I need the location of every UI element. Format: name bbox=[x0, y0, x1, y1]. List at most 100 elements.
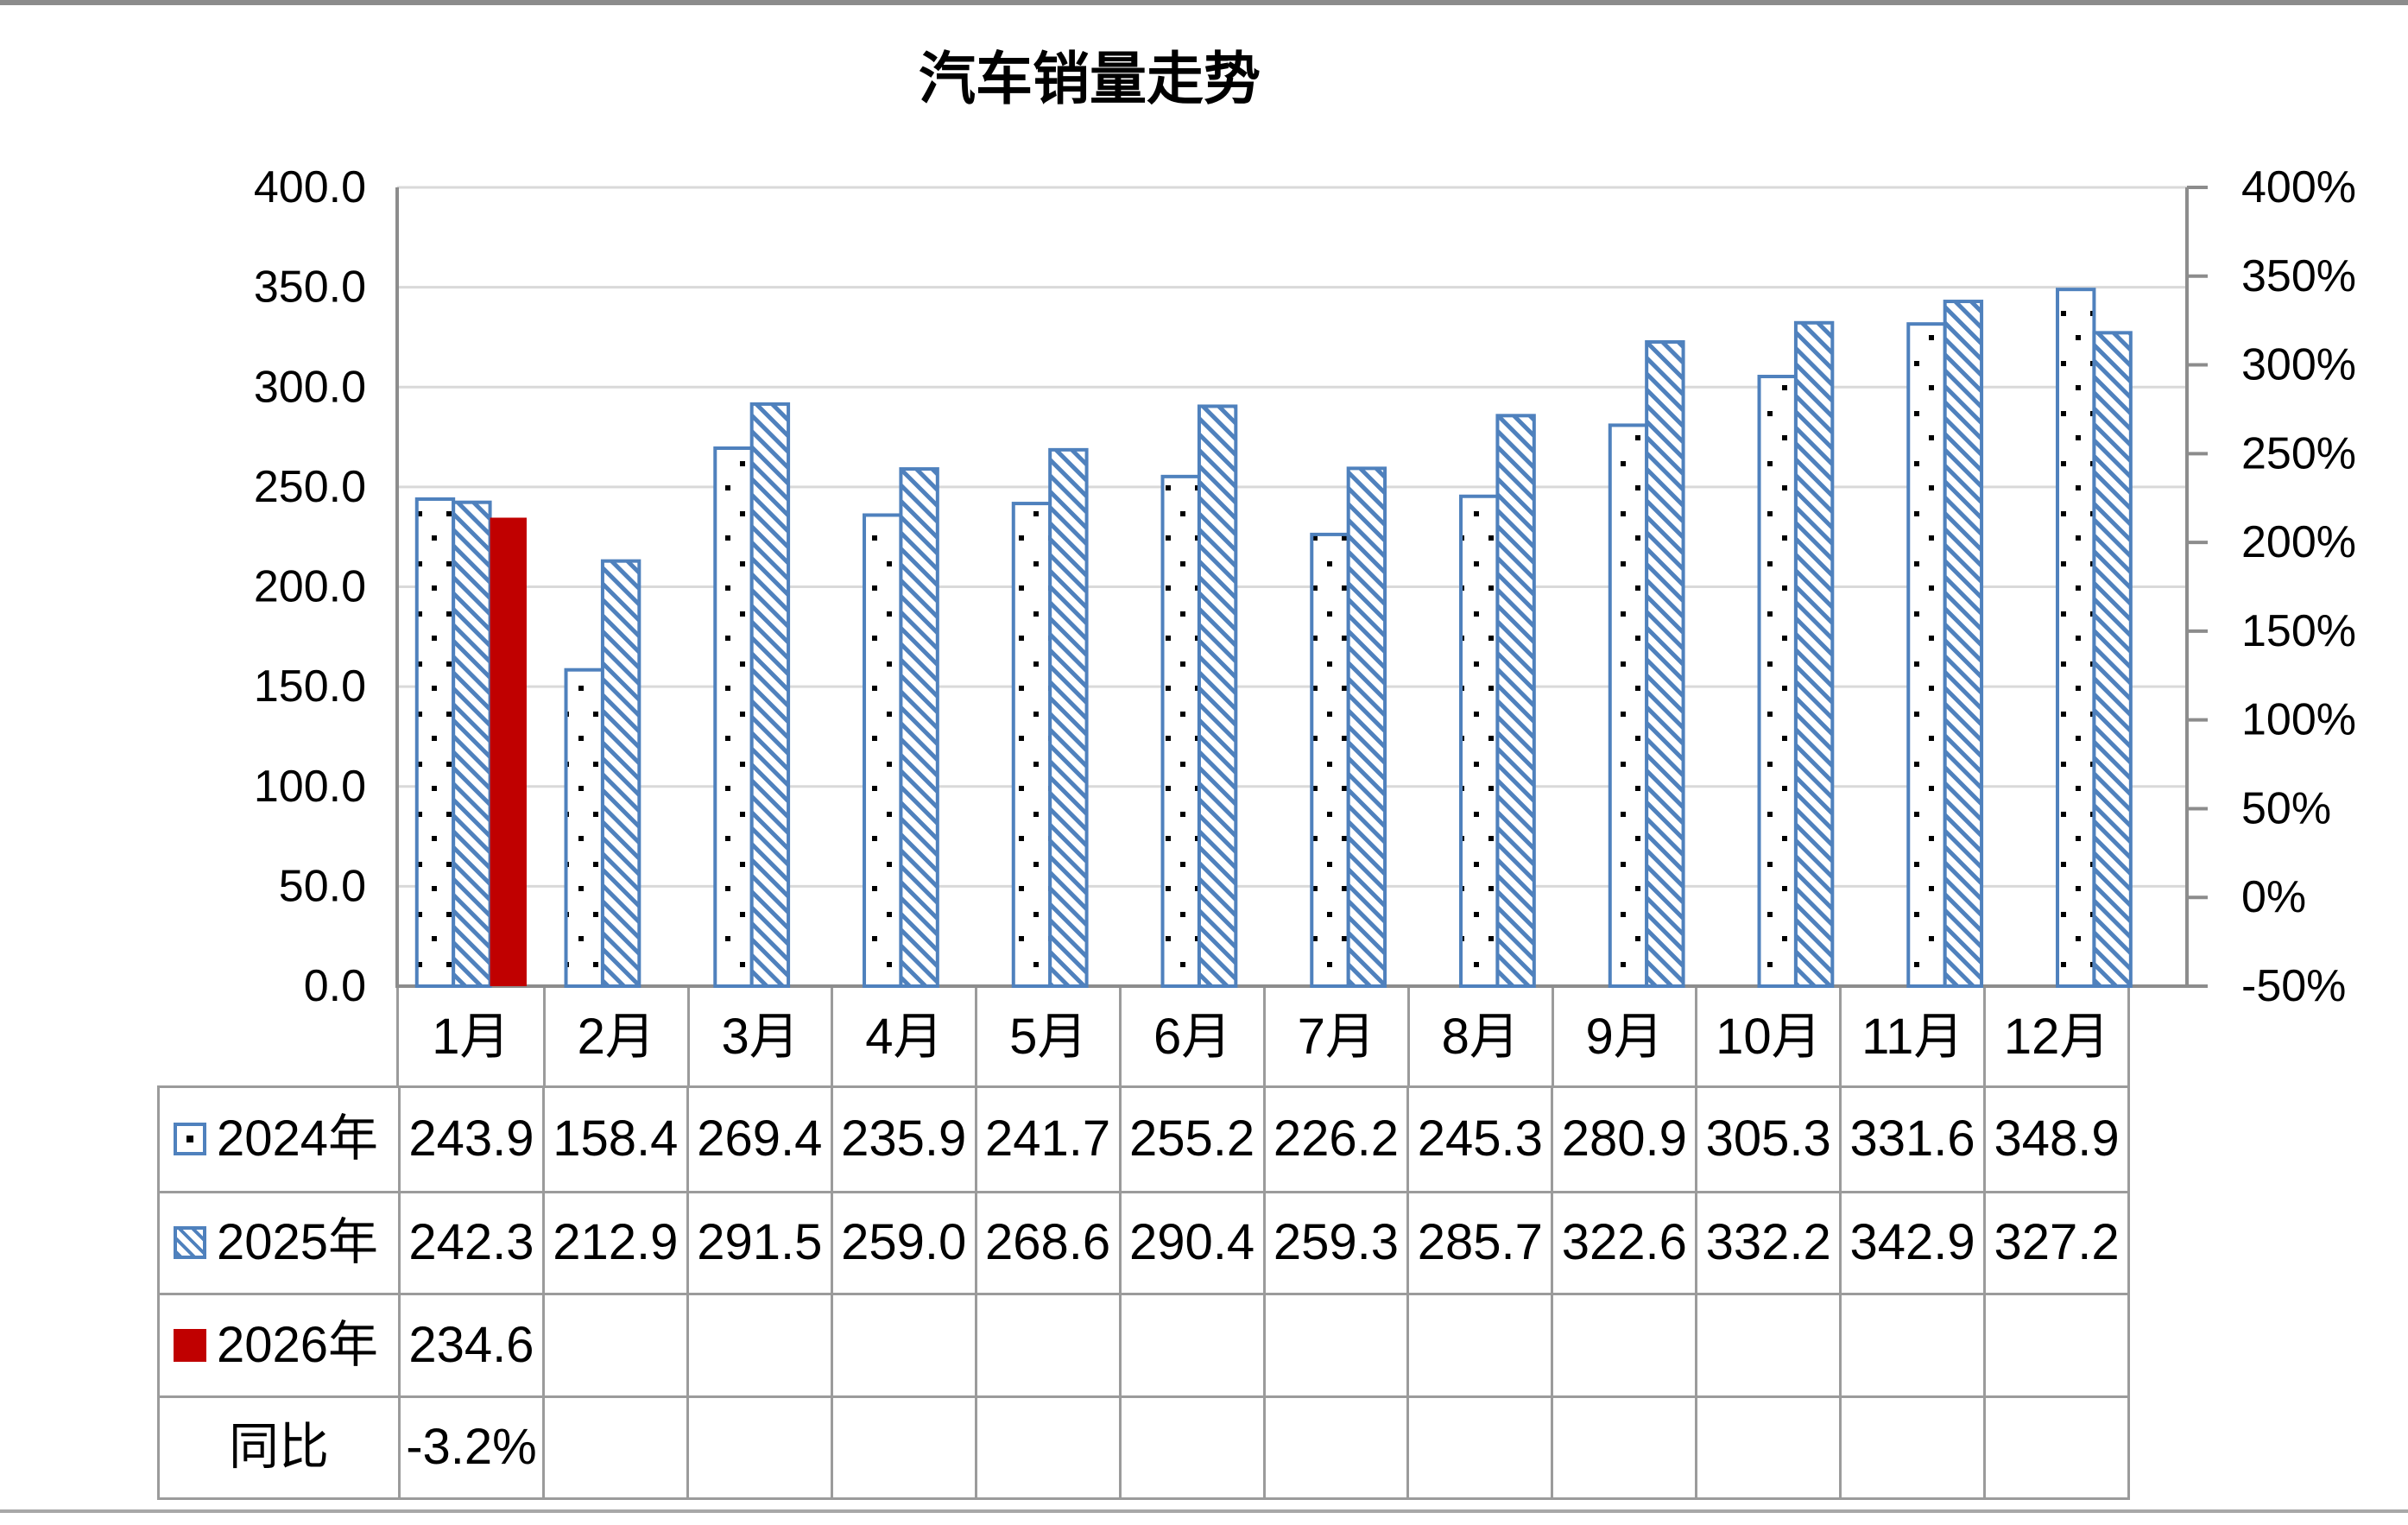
bar-2025-m12[interactable] bbox=[2092, 331, 2133, 989]
month-header-row: 1月 2月 3月 4月 5月 6月 7月 8月 9月 10月 11月 12月 bbox=[396, 988, 2130, 1086]
value-cell[interactable] bbox=[1118, 1395, 1263, 1497]
bar-2025-m10[interactable] bbox=[1793, 320, 1835, 989]
value-cell[interactable] bbox=[974, 1395, 1119, 1497]
bar-2025-m9[interactable] bbox=[1645, 339, 1685, 988]
value-cell[interactable]: 242.3 bbox=[398, 1190, 542, 1293]
value-cell[interactable] bbox=[686, 1293, 831, 1395]
series-header-cell[interactable]: 2024年 bbox=[160, 1088, 398, 1191]
month-header-cell[interactable]: 7月 bbox=[1262, 988, 1407, 1086]
value-cell[interactable]: 280.9 bbox=[1551, 1088, 1696, 1191]
value-cell[interactable]: -3.2% bbox=[398, 1395, 542, 1497]
y2-axis-tick-label: 100% bbox=[2241, 695, 2356, 745]
value-cell[interactable] bbox=[1406, 1395, 1552, 1497]
value-cell[interactable]: 259.0 bbox=[830, 1190, 975, 1293]
value-cell[interactable]: 234.6 bbox=[398, 1293, 542, 1395]
value-cell[interactable] bbox=[974, 1293, 1119, 1395]
value-cell[interactable] bbox=[686, 1395, 831, 1497]
value-cell[interactable] bbox=[1983, 1395, 2127, 1497]
bar-2025-m4[interactable] bbox=[899, 467, 939, 988]
legend-key-hatch-icon bbox=[174, 1226, 206, 1260]
value-cell[interactable] bbox=[1983, 1293, 2127, 1395]
value-cell[interactable]: 226.2 bbox=[1262, 1088, 1407, 1191]
value-cell[interactable] bbox=[1839, 1395, 1984, 1497]
bar-2024-m3[interactable] bbox=[713, 446, 754, 988]
y2-axis-tick-label: 350% bbox=[2241, 251, 2356, 301]
month-header-cell[interactable]: 6月 bbox=[1119, 988, 1263, 1086]
value-cell[interactable]: 290.4 bbox=[1118, 1190, 1263, 1293]
value-cell[interactable]: 212.9 bbox=[541, 1190, 686, 1293]
series-header-cell[interactable]: 2026年 bbox=[160, 1293, 398, 1395]
value-cell[interactable] bbox=[1118, 1293, 1263, 1395]
series-header-cell[interactable]: 2025年 bbox=[160, 1190, 398, 1293]
bar-2024-m1[interactable] bbox=[414, 497, 456, 988]
bar-2026-m1[interactable] bbox=[490, 517, 527, 986]
y2-axis-tick-label: 300% bbox=[2241, 340, 2356, 390]
value-cell[interactable] bbox=[1406, 1293, 1552, 1395]
series-label: 2026年 bbox=[217, 1316, 379, 1373]
y2-axis-tick-label: 400% bbox=[2241, 162, 2356, 212]
bar-2024-m6[interactable] bbox=[1160, 474, 1201, 988]
value-cell[interactable]: 291.5 bbox=[686, 1190, 831, 1293]
value-cell[interactable]: 285.7 bbox=[1406, 1190, 1552, 1293]
bar-2024-m11[interactable] bbox=[1906, 322, 1947, 988]
value-cell[interactable] bbox=[830, 1395, 975, 1497]
bar-2024-m7[interactable] bbox=[1310, 532, 1350, 988]
value-cell[interactable]: 241.7 bbox=[974, 1088, 1119, 1191]
value-cell[interactable]: 348.9 bbox=[1983, 1088, 2127, 1191]
value-cell[interactable] bbox=[1695, 1395, 1840, 1497]
bar-2024-m8[interactable] bbox=[1459, 494, 1500, 988]
bar-2024-m9[interactable] bbox=[1608, 423, 1649, 988]
value-cell[interactable] bbox=[541, 1293, 686, 1395]
value-cell[interactable]: 245.3 bbox=[1406, 1088, 1552, 1191]
month-header-cell[interactable]: 4月 bbox=[831, 988, 976, 1086]
value-cell[interactable] bbox=[1262, 1293, 1407, 1395]
value-cell[interactable] bbox=[1551, 1293, 1696, 1395]
bar-2024-m12[interactable] bbox=[2056, 288, 2096, 988]
y2-axis-tick-label: 250% bbox=[2241, 428, 2356, 478]
bar-2024-m5[interactable] bbox=[1011, 502, 1052, 988]
month-header-cell[interactable]: 8月 bbox=[1406, 988, 1552, 1086]
month-header-cell[interactable]: 2月 bbox=[542, 988, 687, 1086]
series-label: 2024年 bbox=[217, 1111, 379, 1167]
value-cell[interactable]: 327.2 bbox=[1983, 1190, 2127, 1293]
bar-2024-m4[interactable] bbox=[863, 513, 903, 988]
bar-2025-m3[interactable] bbox=[749, 402, 791, 988]
series-label: 2025年 bbox=[217, 1214, 379, 1271]
bar-2025-m7[interactable] bbox=[1346, 466, 1387, 988]
bar-2025-m11[interactable] bbox=[1943, 300, 1984, 988]
month-header-cell[interactable]: 11月 bbox=[1839, 988, 1984, 1086]
value-cell[interactable] bbox=[1695, 1293, 1840, 1395]
month-header-cell[interactable]: 12月 bbox=[1983, 988, 2127, 1086]
value-cell[interactable]: 305.3 bbox=[1695, 1088, 1840, 1191]
value-cell[interactable]: 342.9 bbox=[1839, 1190, 1984, 1293]
bar-2024-m10[interactable] bbox=[1757, 374, 1798, 988]
bar-2025-m8[interactable] bbox=[1495, 414, 1536, 989]
value-cell[interactable]: 255.2 bbox=[1118, 1088, 1263, 1191]
value-cell[interactable]: 322.6 bbox=[1551, 1190, 1696, 1293]
bar-2025-m6[interactable] bbox=[1197, 404, 1238, 988]
bar-2024-m2[interactable] bbox=[564, 668, 604, 988]
bar-2025-m5[interactable] bbox=[1048, 447, 1089, 988]
value-cell[interactable]: 235.9 bbox=[830, 1088, 975, 1191]
month-header-cell[interactable]: 9月 bbox=[1551, 988, 1696, 1086]
value-cell[interactable]: 243.9 bbox=[398, 1088, 542, 1191]
value-cell[interactable] bbox=[830, 1293, 975, 1395]
month-header-cell[interactable]: 1月 bbox=[399, 988, 543, 1086]
bar-2025-m1[interactable] bbox=[452, 500, 492, 988]
month-header-cell[interactable]: 5月 bbox=[975, 988, 1120, 1086]
value-cell[interactable]: 259.3 bbox=[1262, 1190, 1407, 1293]
value-cell[interactable] bbox=[1839, 1293, 1984, 1395]
value-cell[interactable]: 268.6 bbox=[974, 1190, 1119, 1293]
value-cell[interactable] bbox=[1262, 1395, 1407, 1497]
month-header-cell[interactable]: 3月 bbox=[686, 988, 831, 1086]
value-cell[interactable]: 269.4 bbox=[686, 1088, 831, 1191]
series-header-cell[interactable]: 同比 bbox=[160, 1395, 398, 1497]
month-header-cell[interactable]: 10月 bbox=[1695, 988, 1840, 1086]
value-cell[interactable]: 331.6 bbox=[1839, 1088, 1984, 1191]
value-cell[interactable]: 332.2 bbox=[1695, 1190, 1840, 1293]
y-axis-tick-label: 400.0 bbox=[254, 162, 366, 212]
value-cell[interactable]: 158.4 bbox=[541, 1088, 686, 1191]
bar-2025-m2[interactable] bbox=[600, 559, 642, 988]
value-cell[interactable] bbox=[1551, 1395, 1696, 1497]
value-cell[interactable] bbox=[541, 1395, 686, 1497]
